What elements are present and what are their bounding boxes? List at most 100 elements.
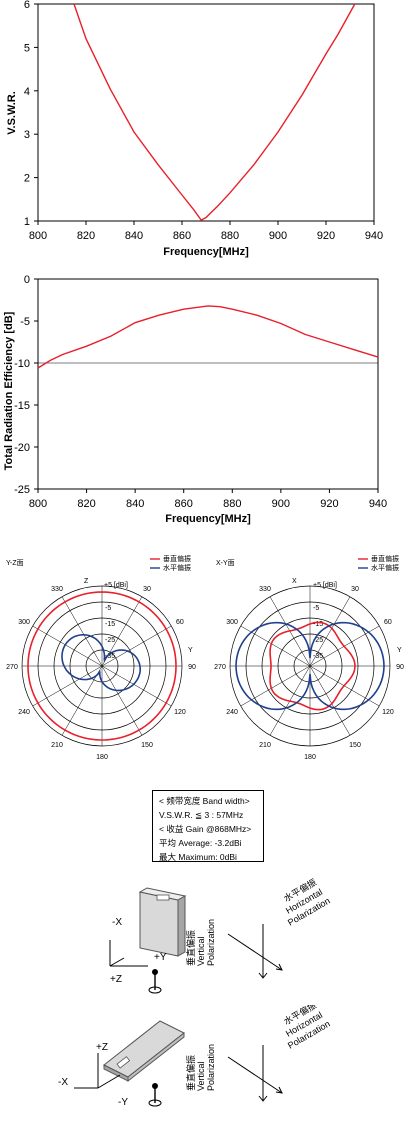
efficiency-y-tick-label: -25	[14, 484, 30, 496]
polar-xy-angle-label: 90	[396, 664, 404, 671]
efficiency-y-tick-label: 0	[24, 274, 30, 286]
vswr-x-ticks: 800 820 840 860 880 900 920 940	[29, 221, 383, 242]
efficiency-chart: 0 -5 -10 -15 -20 -25 800 820 840 860 880 900 920 940…	[3, 274, 387, 525]
polar-xy-angle-label: 60	[384, 619, 392, 626]
efficiency-x-tick-label: 820	[77, 498, 95, 510]
vswr-chart: 1 2 3 4 5 6 800 820 840 860 880 900 920 940 Frequenc…	[6, 0, 383, 258]
polar-xy-angle-label: 330	[259, 586, 271, 593]
vswr-x-tick-label: 920	[317, 230, 335, 242]
polar-xy-spoke	[240, 625, 311, 667]
polar-yz-ring-label: -35	[105, 653, 115, 660]
axis-label-plus-z-2: +Z	[96, 1042, 108, 1053]
axis-label-minus-x: -X	[112, 917, 122, 928]
polar-xy-unit-label: +5 [dBi]	[313, 582, 337, 589]
polar-yz-horizontal-pattern	[61, 634, 141, 692]
vertical-polarization-en-2: Vertical	[196, 1061, 206, 1091]
axes-flat	[74, 1053, 121, 1089]
polar-xy-spoke	[240, 665, 311, 707]
polar-yz-angle-label: 30	[143, 586, 151, 593]
polar-yz-spoke	[101, 665, 172, 707]
polar-yz-angle-label: 210	[51, 742, 63, 749]
vswr-x-tick-label: 940	[365, 230, 383, 242]
vertical-polarization-en2-2: Polarization	[206, 1044, 216, 1091]
axis-label-plus-y: +Y	[154, 952, 167, 963]
polar-xy-axis-top: X	[292, 578, 297, 585]
polar-xy-angle-label: 150	[349, 742, 361, 749]
polar-xy-angle-label: 30	[351, 586, 359, 593]
polar-yz-plane-label: Y-Z面	[6, 559, 24, 567]
efficiency-plot-frame	[37, 278, 379, 490]
polar-xy-ring-label: -15	[313, 621, 323, 628]
polar-xy-ring-label: -5	[313, 605, 319, 612]
efficiency-x-tick-label: 880	[223, 498, 241, 510]
efficiency-y-tick-label: -5	[20, 316, 30, 328]
polar-yz-spoke	[32, 665, 103, 707]
vswr-y-tick-label: 5	[24, 42, 30, 54]
efficiency-x-tick-label: 940	[369, 498, 387, 510]
vswr-y-tick-label: 3	[24, 129, 30, 141]
vswr-series-line	[73, 3, 356, 222]
orientation-diagram-upright: -X +Z +Y 垂直偏振 Vertical Polarization 水平偏振…	[109, 878, 332, 994]
polar-yz-angle-label: 150	[141, 742, 153, 749]
efficiency-x-tick-label: 860	[175, 498, 193, 510]
efficiency-y-tick-label: -20	[14, 442, 30, 454]
polar-yz-grid: -5 -15 -25 -35 30 60 90 120 150 180 210 240 270 300 33…	[6, 585, 196, 761]
polar-xy-angle-label: 180	[304, 754, 316, 761]
polar-yz-ring-label: -5	[105, 605, 111, 612]
vswr-plot-frame	[37, 3, 375, 222]
polar-yz-axis-side: Y	[188, 647, 193, 654]
vswr-y-tick-label: 1	[24, 216, 30, 228]
polar-xy-horizontal-pattern	[235, 621, 385, 711]
polar-xy-angle-label: 300	[226, 619, 238, 626]
polar-yz-angle-label: 330	[51, 586, 63, 593]
polar-xy-grid: -5 -15 -25 -35 30 60 90 120 150 180 210 240 270 300 33…	[214, 585, 404, 761]
polar-yz-angle-label: 120	[174, 709, 186, 716]
axes-upright	[109, 940, 148, 967]
polar-yz-angle-label: 60	[176, 619, 184, 626]
polar-yz-angle-label: 300	[18, 619, 30, 626]
polar-yz-unit-label: +5 [dBi]	[104, 582, 128, 589]
polarization-arrows-1	[227, 924, 283, 979]
vswr-y-tick-label: 2	[24, 173, 30, 185]
efficiency-x-tick-label: 840	[126, 498, 144, 510]
vertical-polarization-cn-2: 垂直偏振	[185, 1055, 196, 1091]
polar-xy-spoke	[309, 665, 351, 736]
spec-maximum: 最大 Maximum: 0dBi	[159, 852, 237, 862]
efficiency-y-axis-label: Total Radiation Efficiency [dB]	[3, 311, 15, 470]
polar-yz-spoke	[61, 596, 103, 667]
vswr-y-tick-label: 4	[24, 86, 30, 98]
vswr-x-tick-label: 900	[269, 230, 287, 242]
polar-xy-ring-label: -35	[313, 653, 323, 660]
vswr-x-tick-label: 880	[221, 230, 239, 242]
polar-xy-plane-label: X-Y面	[216, 559, 235, 567]
polar-yz-angle-label: 180	[96, 754, 108, 761]
polar-xy-spoke	[309, 596, 351, 667]
axis-label-minus-y-2: -Y	[118, 1097, 128, 1108]
polar-yz-spoke	[61, 665, 103, 736]
efficiency-x-ticks: 800 820 840 860 880 900 920 940	[29, 489, 387, 510]
vswr-x-tick-label: 860	[173, 230, 191, 242]
vertical-polarization-en: Vertical	[196, 936, 206, 966]
polar-charts: Y-Z面 垂直偏振 水平偏振 -5 -15 -25 -35 30 60 90 120 150 18…	[6, 554, 404, 761]
efficiency-y-ticks: 0 -5 -10 -15 -20 -25	[14, 274, 38, 496]
polar-yz-axis-top: Z	[84, 578, 89, 585]
polar-xy-legend: 垂直偏振 水平偏振	[358, 554, 399, 572]
polar-xy-angle-label: 210	[259, 742, 271, 749]
spec-box: < 频带宽度 Band width> V.S.W.R. ≦ 3 : 57MHz …	[152, 790, 264, 862]
polar-yz-angle-label: 270	[6, 664, 18, 671]
polar-xy-angle-label: 270	[214, 664, 226, 671]
polar-chart-yz: Y-Z面 垂直偏振 水平偏振 -5 -15 -25 -35 30 60 90 120 150 18…	[6, 554, 196, 761]
axis-label-minus-x-2: -X	[58, 1077, 68, 1088]
polar-yz-legend-vertical: 垂直偏振	[163, 554, 191, 563]
polarization-arrows-2	[227, 1045, 283, 1102]
polar-xy-vertical-pattern	[269, 621, 356, 711]
efficiency-y-tick-label: -10	[14, 358, 30, 370]
polar-yz-spoke	[101, 625, 172, 667]
efficiency-x-tick-label: 900	[272, 498, 290, 510]
vswr-x-tick-label: 820	[77, 230, 95, 242]
polar-xy-angle-label: 240	[226, 709, 238, 716]
polar-xy-ring-label: -25	[313, 637, 323, 644]
spec-vswr: V.S.W.R. ≦ 3 : 57MHz	[159, 810, 244, 820]
vswr-y-ticks: 1 2 3 4 5 6	[24, 0, 38, 228]
rotation-marker-2	[148, 1083, 162, 1107]
